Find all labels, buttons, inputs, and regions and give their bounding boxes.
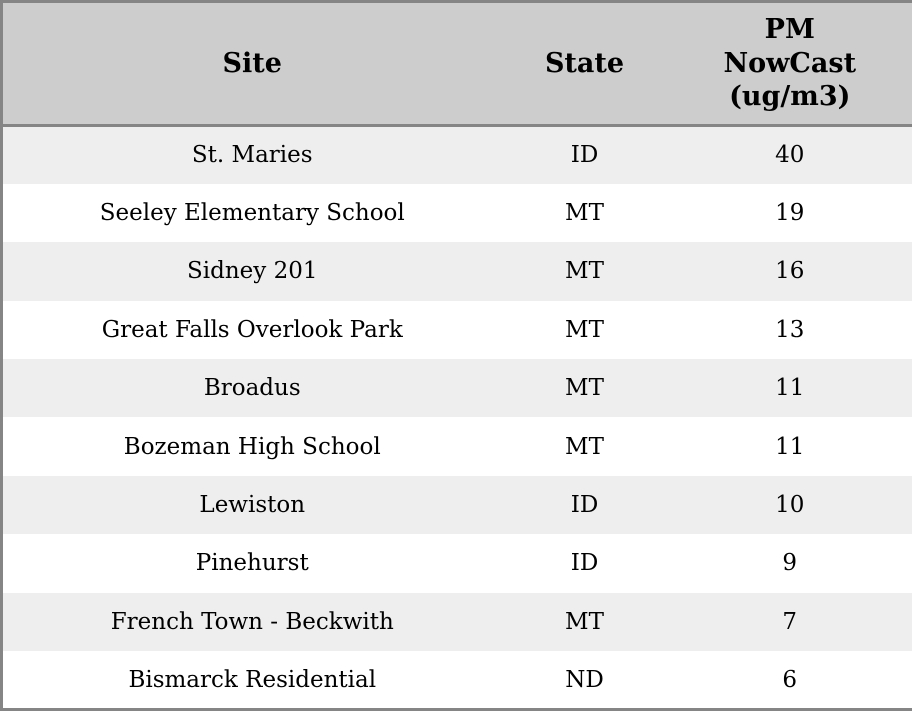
- state-cell: ID: [501, 125, 668, 184]
- state-cell: ID: [501, 534, 668, 593]
- table-row: French Town - Beckwith MT 7: [1, 592, 912, 652]
- column-header-site: Site: [1, 1, 502, 127]
- value-cell: 10: [667, 475, 912, 535]
- table-row: Broadus MT 11: [1, 359, 912, 418]
- value-cell: 19: [667, 183, 912, 243]
- state-cell: MT: [501, 300, 668, 360]
- site-cell: St. Maries: [1, 125, 502, 184]
- value-cell: 11: [667, 359, 912, 418]
- site-cell: Sidney 201: [1, 242, 502, 301]
- table-row: Lewiston ID 10: [1, 475, 912, 535]
- state-cell: MT: [501, 359, 668, 418]
- table-row: Bismarck Residential ND 6: [1, 651, 912, 710]
- state-cell: MT: [501, 242, 668, 301]
- site-cell: Lewiston: [1, 475, 502, 535]
- table-row: Great Falls Overlook Park MT 13: [1, 300, 912, 360]
- column-header-state: State: [501, 1, 668, 127]
- header-row: Site State PM NowCast (ug/m3): [1, 1, 912, 127]
- site-cell: Broadus: [1, 359, 502, 418]
- state-cell: MT: [501, 417, 668, 476]
- column-header-pm-nowcast: PM NowCast (ug/m3): [667, 1, 912, 127]
- value-cell: 7: [667, 592, 912, 652]
- column-header-pm-nowcast-label: PM NowCast (ug/m3): [723, 13, 857, 113]
- value-cell: 11: [667, 417, 912, 476]
- state-cell: ND: [501, 651, 668, 710]
- site-cell: Bismarck Residential: [1, 651, 502, 710]
- site-cell: Bozeman High School: [1, 417, 502, 476]
- site-cell: Seeley Elementary School: [1, 183, 502, 243]
- state-cell: MT: [501, 592, 668, 652]
- value-cell: 13: [667, 300, 912, 360]
- value-cell: 9: [667, 534, 912, 593]
- table-row: St. Maries ID 40: [1, 125, 912, 184]
- table-row: Seeley Elementary School MT 19: [1, 183, 912, 243]
- state-cell: ID: [501, 475, 668, 535]
- table-body: St. Maries ID 40 Seeley Elementary Schoo…: [1, 125, 912, 710]
- state-cell: MT: [501, 183, 668, 243]
- site-cell: French Town - Beckwith: [1, 592, 502, 652]
- table-row: Bozeman High School MT 11: [1, 417, 912, 476]
- value-cell: 6: [667, 651, 912, 710]
- value-cell: 16: [667, 242, 912, 301]
- site-cell: Great Falls Overlook Park: [1, 300, 502, 360]
- site-cell: Pinehurst: [1, 534, 502, 593]
- table-row: Pinehurst ID 9: [1, 534, 912, 593]
- table-row: Sidney 201 MT 16: [1, 242, 912, 301]
- value-cell: 40: [667, 125, 912, 184]
